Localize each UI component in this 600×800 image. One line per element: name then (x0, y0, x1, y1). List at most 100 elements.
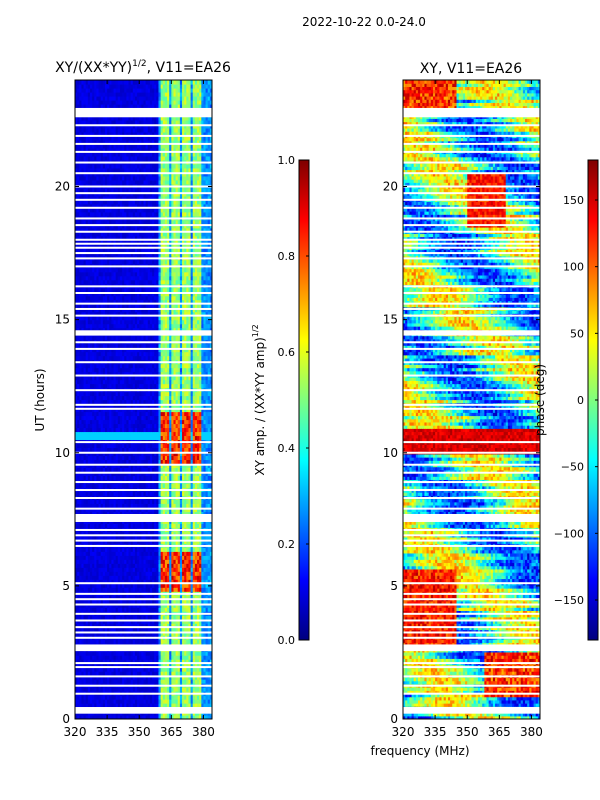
amplitude-heatmap-cell (75, 715, 78, 719)
amplitude-heatmap-cell (100, 703, 104, 708)
amplitude-heatmap-cell (192, 579, 196, 584)
amplitude-heatmap-cell (139, 443, 142, 449)
amplitude-heatmap-cell (75, 415, 78, 421)
amplitude-heatmap-cell (113, 431, 117, 437)
amplitude-heatmap-cell (164, 595, 168, 600)
amplitude-heatmap-cell (184, 567, 187, 572)
amplitude-heatmap-cell (179, 655, 183, 660)
amplitude-heatmap-cell (77, 579, 80, 584)
amplitude-heatmap-cell (92, 679, 95, 684)
amplitude-heatmap-cell (115, 699, 119, 704)
amplitude-heatmap-cell (194, 575, 198, 580)
amplitude-heatmap-cell (199, 415, 202, 421)
amplitude-heatmap-cell (197, 559, 200, 564)
amplitude-heatmap-cell (179, 427, 183, 433)
amplitude-heatmap-cell (98, 583, 102, 588)
amplitude-heatmap-cell (175, 531, 179, 536)
amplitude-heatmap-cell (184, 563, 187, 568)
amplitude-heatmap-cell (173, 659, 177, 664)
amplitude-heatmap-cell (147, 447, 151, 453)
amplitude-heatmap-cell (115, 427, 119, 433)
amplitude-heatmap-cell (87, 623, 91, 628)
amplitude-heatmap-cell (89, 511, 93, 516)
amplitude-heatmap-cell (100, 607, 104, 612)
amplitude-heatmap-cell (79, 679, 83, 684)
amplitude-heatmap-cell (141, 587, 145, 592)
amplitude-heatmap-cell (115, 511, 119, 516)
amplitude-heatmap-cell (117, 411, 121, 417)
amplitude-heatmap-cell (197, 547, 200, 552)
amplitude-heatmap-cell (203, 447, 207, 453)
amplitude-heatmap-cell (173, 563, 177, 568)
amplitude-heatmap-cell (197, 579, 200, 584)
amplitude-heatmap-cell (145, 715, 149, 719)
amplitude-heatmap-cell (169, 455, 172, 460)
amplitude-heatmap-cell (203, 615, 207, 620)
amplitude-heatmap-cell (85, 475, 89, 480)
amplitude-heatmap-cell (190, 411, 194, 417)
amplitude-heatmap-cell (81, 571, 85, 576)
amplitude-heatmap-cell (130, 411, 134, 417)
amplitude-heatmap-cell (175, 715, 179, 719)
amplitude-heatmap-cell (75, 443, 78, 449)
amplitude-heatmap-cell (147, 607, 151, 612)
amplitude-heatmap-cell (184, 467, 187, 472)
amplitude-heatmap (75, 80, 212, 719)
amplitude-heatmap-cell (75, 483, 78, 488)
amplitude-heatmap-cell (139, 491, 142, 496)
amplitude-heatmap-cell (83, 419, 87, 425)
amplitude-heatmap-cell (203, 535, 207, 540)
amplitude-heatmap-cell (117, 483, 121, 488)
amplitude-heatmap-cell (117, 715, 121, 719)
amplitude-heatmap-cell (124, 475, 127, 480)
amplitude-heatmap-cell (126, 715, 130, 719)
amplitude-heatmap-cell (188, 531, 192, 536)
amplitude-heatmap-cell (152, 563, 155, 568)
amplitude-heatmap-cell (143, 447, 147, 453)
amplitude-heatmap-cell (89, 435, 93, 441)
amplitude-heatmap-cell (81, 607, 85, 612)
amplitude-heatmap-cell (83, 667, 87, 672)
amplitude-heatmap-cell (203, 415, 207, 421)
amplitude-heatmap-cell (128, 511, 132, 516)
amplitude-heatmap-cell (87, 679, 91, 684)
amplitude-heatmap-cell (194, 695, 198, 700)
amplitude-heatmap-cell (173, 443, 177, 449)
amplitude-heatmap-cell (75, 667, 78, 672)
amplitude-heatmap-cell (79, 483, 83, 488)
amplitude-heatmap-cell (201, 499, 205, 504)
amplitude-heatmap-cell (126, 679, 130, 684)
amplitude-heatmap-cell (207, 447, 211, 453)
amplitude-heatmap-cell (109, 587, 112, 592)
amplitude-heatmap-cell (98, 623, 102, 628)
amplitude-heatmap-cell (160, 559, 164, 564)
amplitude-heatmap-cell (75, 623, 78, 628)
amplitude-heatmap-cell (169, 579, 172, 584)
amplitude-heatmap-cell (188, 547, 192, 552)
amplitude-heatmap-cell (164, 563, 168, 568)
amplitude-heatmap-cell (83, 467, 87, 472)
amplitude-heatmap-cell (81, 567, 85, 572)
amplitude-heatmap-cell (194, 559, 198, 564)
amplitude-heatmap-cell (139, 547, 142, 552)
amplitude-heatmap-cell (87, 663, 91, 668)
amplitude-heatmap-cell (126, 567, 130, 572)
amplitude-heatmap-cell (141, 599, 145, 604)
amplitude-heatmap-cell (205, 699, 209, 704)
amplitude-heatmap-cell (113, 595, 117, 600)
amplitude-heatmap-cell (149, 699, 153, 704)
amplitude-heatmap-cell (141, 427, 145, 433)
amplitude-heatmap-cell (100, 627, 104, 632)
amplitude-heatmap-cell (104, 411, 108, 417)
amplitude-heatmap-cell (115, 411, 119, 417)
amplitude-heatmap-cell (130, 579, 134, 584)
amplitude-heatmap-cell (81, 419, 85, 425)
amplitude-heatmap-cell (134, 695, 138, 700)
amplitude-heatmap-cell (107, 431, 110, 437)
amplitude-heatmap-cell (175, 431, 179, 437)
amplitude-heatmap-cell (134, 435, 138, 441)
amplitude-heatmap-cell (137, 415, 140, 421)
amplitude-heatmap-cell (124, 587, 127, 592)
amplitude-heatmap-cell (128, 571, 132, 576)
amplitude-heatmap-cell (92, 431, 95, 437)
